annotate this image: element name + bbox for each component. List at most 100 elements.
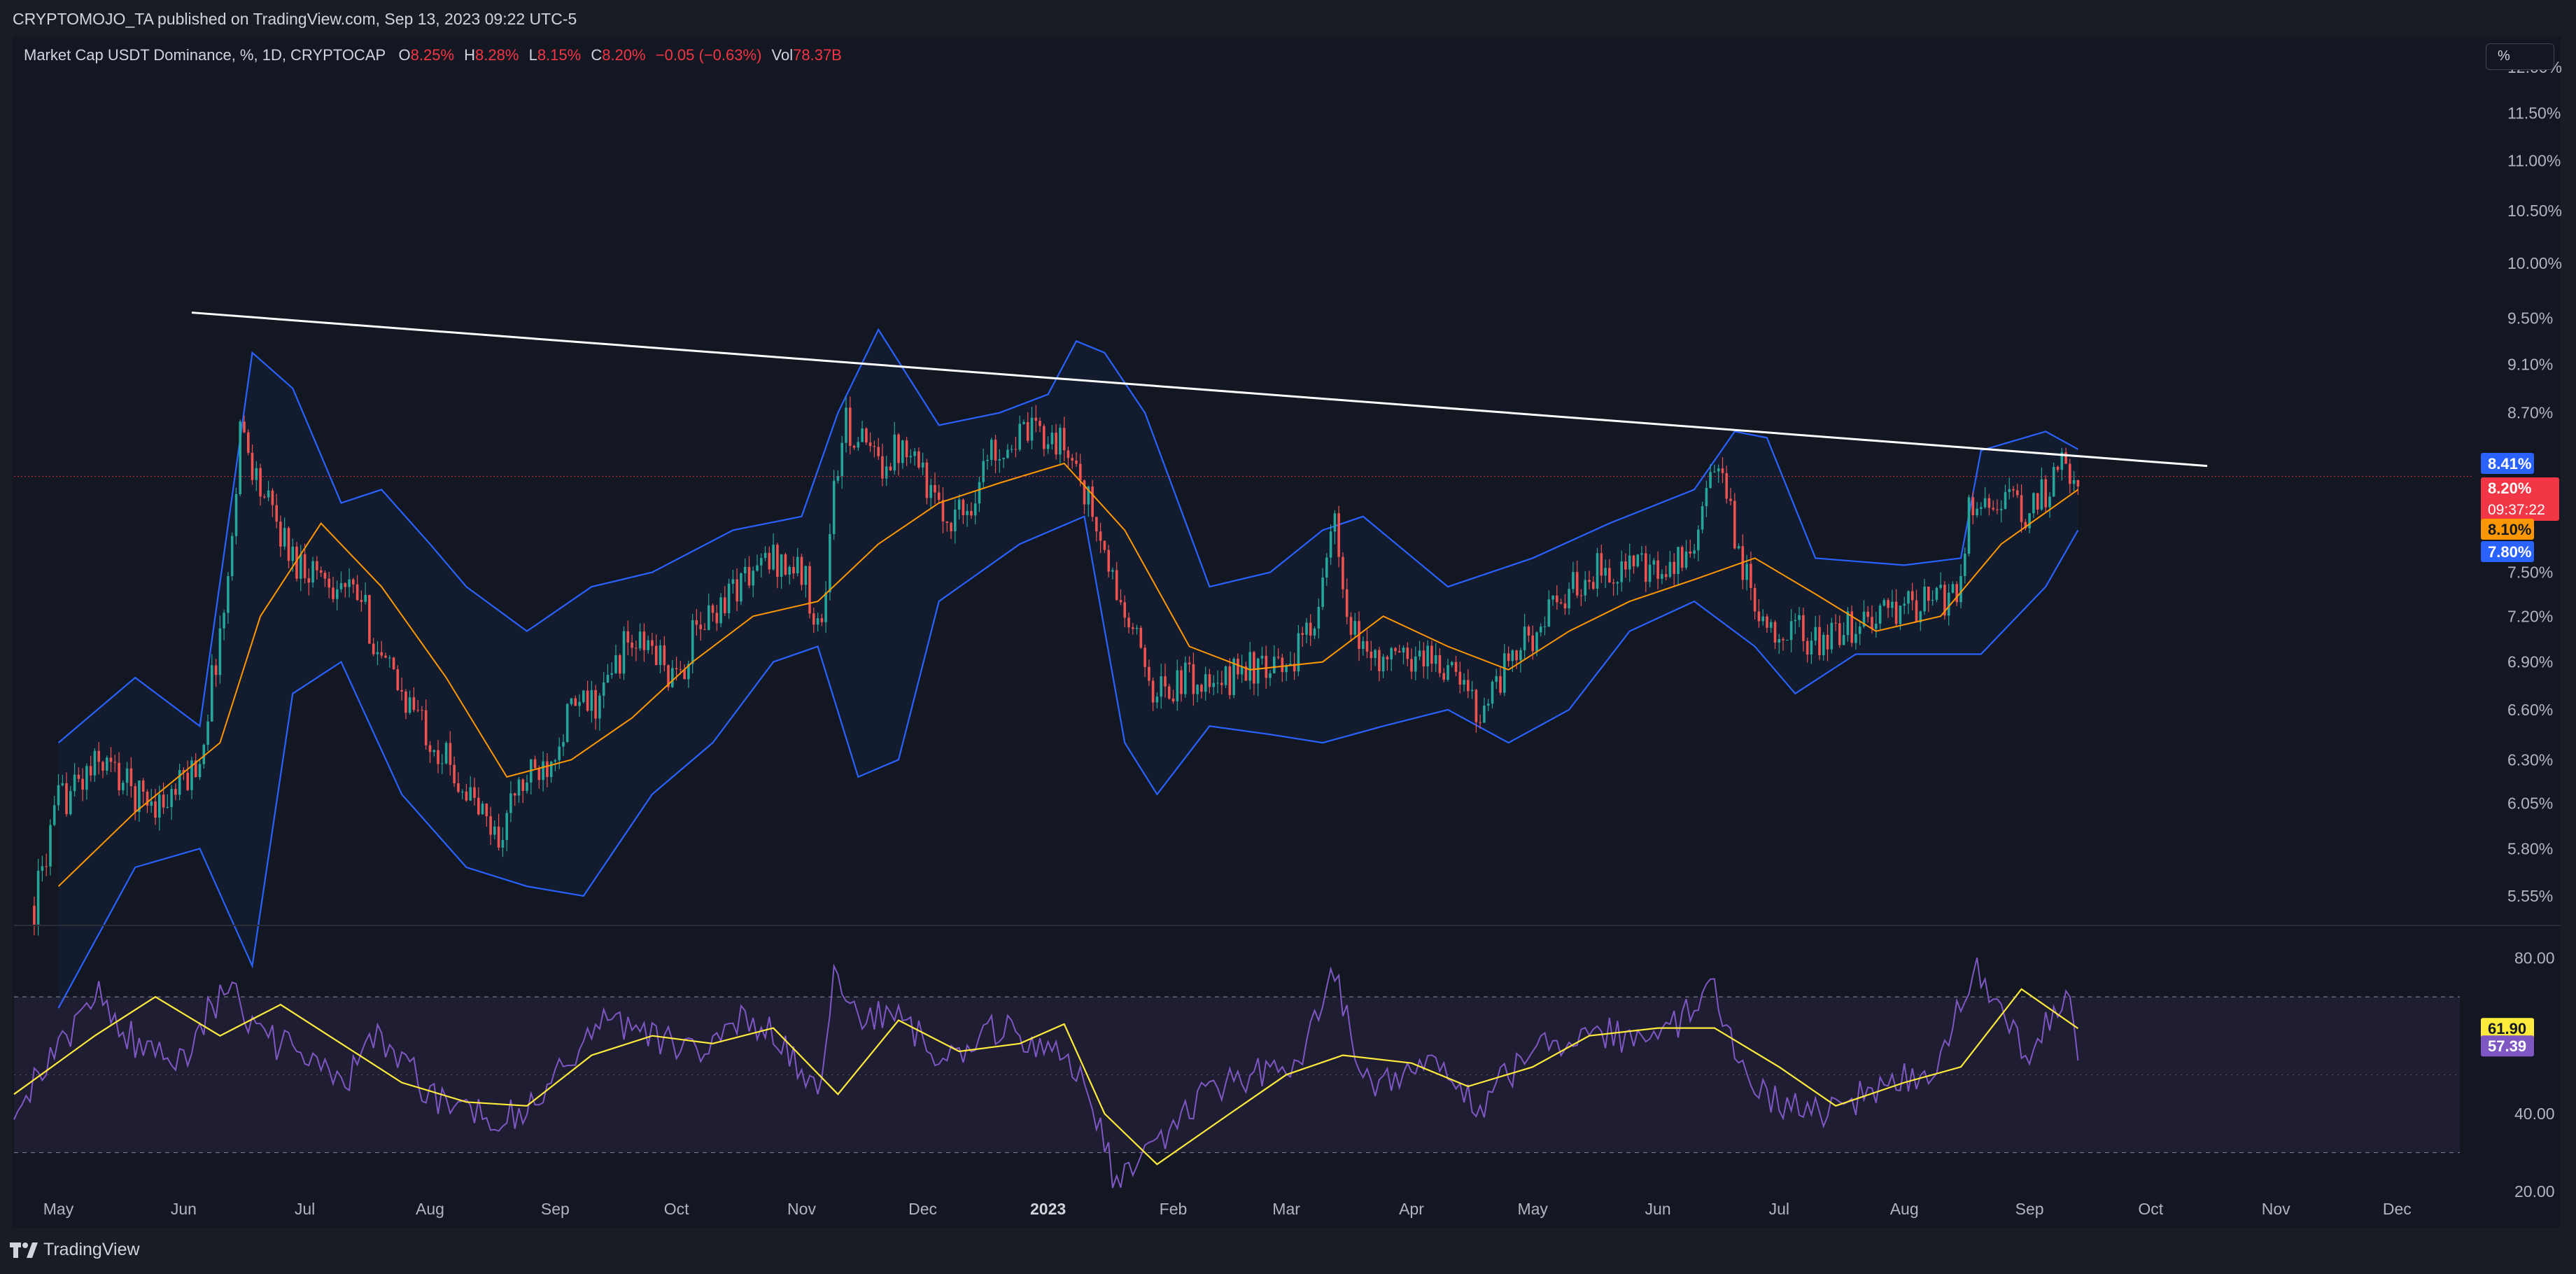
candle-up (1418, 650, 1421, 657)
candle-up (1216, 682, 1219, 684)
time-axis-label: Jul (1769, 1200, 1789, 1218)
chart-frame[interactable] (13, 36, 2561, 1228)
candle-up (929, 484, 932, 498)
candle-up (740, 573, 742, 602)
candle-up (1551, 595, 1554, 600)
rsi-ma-badge: 61.90 (2488, 1020, 2526, 1037)
candle-up (1491, 681, 1494, 704)
candle-down (295, 546, 298, 579)
candle-up (1050, 433, 1054, 444)
rsi-ma-badge-bg (2481, 1018, 2534, 1040)
open-label: O (398, 46, 411, 64)
candle-up (1212, 682, 1215, 687)
candle-up (1511, 650, 1514, 662)
candle-up (1402, 648, 1405, 653)
tradingview-logo-icon[interactable] (10, 1241, 38, 1259)
tradingview-brand[interactable]: TradingView (43, 1240, 140, 1259)
candle-down (1143, 648, 1146, 667)
candle-up (481, 804, 484, 815)
candle-down (81, 778, 84, 790)
candle-down (251, 452, 254, 480)
candle-down (465, 791, 468, 801)
candle-up (2032, 493, 2035, 514)
candle-down (1095, 517, 1098, 532)
candle-down (1349, 617, 1353, 635)
candle-down (319, 570, 323, 573)
candle-up (1010, 449, 1013, 450)
candle-up (760, 558, 763, 566)
candle-down (356, 584, 359, 601)
price-axis-label: 6.90% (2507, 653, 2553, 671)
candle-down (800, 556, 803, 585)
candle-down (1499, 676, 1502, 693)
candle-up (1135, 627, 1139, 629)
candle-down (941, 500, 945, 522)
scale-mode-button[interactable]: % (2486, 43, 2554, 70)
candle-up (49, 825, 52, 867)
bollinger-lower-line (57, 515, 2079, 1009)
basis-badge-bg (2481, 519, 2534, 540)
candle-up (336, 589, 339, 599)
candle-down (1673, 561, 1675, 574)
time-axis-label: Apr (1399, 1200, 1424, 1218)
candle-up (150, 801, 153, 806)
candle-down (1992, 507, 1994, 510)
candle-down (1894, 601, 1898, 624)
candle-down (533, 759, 537, 769)
rsi-axis-label: 20.00 (2514, 1182, 2555, 1200)
candle-down (497, 826, 500, 848)
candle-up (166, 806, 169, 808)
candle-down (1237, 659, 1239, 675)
candle-up (1778, 638, 1781, 643)
candle-down (1656, 560, 1659, 579)
candle-down (1806, 640, 1809, 654)
candle-down (1127, 617, 1130, 628)
candle-down (134, 786, 136, 812)
candle-up (61, 783, 64, 785)
rsi-badge: 57.39 (2488, 1037, 2526, 1055)
candle-up (1951, 584, 1955, 593)
candle-down (1575, 572, 1579, 596)
symbol-legend: Market Cap USDT Dominance, %, 1D, CRYPTO… (24, 46, 847, 64)
candle-up (1111, 570, 1114, 572)
candle-down (1171, 698, 1175, 701)
candle-down (473, 787, 476, 798)
price-axis-label: 8.70% (2507, 404, 2553, 422)
price-axis-label: 6.05% (2507, 794, 2553, 813)
candle-down (1265, 655, 1268, 678)
candle-down (352, 579, 355, 584)
candle-down (1971, 497, 1975, 515)
candle-up (1486, 704, 1490, 706)
candle-up (1547, 599, 1551, 626)
candle-down (1014, 449, 1018, 450)
candle-up (1842, 635, 1845, 645)
candle-up (1285, 665, 1288, 673)
low-label: L (528, 46, 537, 64)
candle-up (85, 766, 88, 790)
candle-down (699, 624, 702, 629)
candle-down (453, 764, 456, 783)
candle-down (736, 579, 738, 602)
candle-up (1701, 506, 1704, 530)
candle-up (1875, 624, 1878, 629)
candle-down (1559, 602, 1563, 604)
candle-down (950, 523, 952, 531)
candle-up (1297, 633, 1300, 672)
candle-up (1155, 696, 1159, 703)
candle-down (214, 665, 218, 676)
candle-up (1648, 564, 1652, 582)
candle-down (2016, 490, 2019, 496)
candle-up (1289, 664, 1292, 666)
candle-up (267, 490, 270, 498)
candle-up (1899, 606, 1902, 624)
symbol-title[interactable]: Market Cap USDT Dominance, %, 1D, CRYPTO… (24, 46, 386, 64)
time-axis-label: Oct (664, 1200, 689, 1218)
candle-up (554, 760, 557, 762)
candle-down (279, 522, 282, 547)
high-label: H (464, 46, 476, 64)
candle-down (1103, 540, 1106, 550)
candle-up (223, 612, 225, 629)
trendline[interactable] (191, 312, 2208, 468)
candle-down (642, 631, 646, 650)
